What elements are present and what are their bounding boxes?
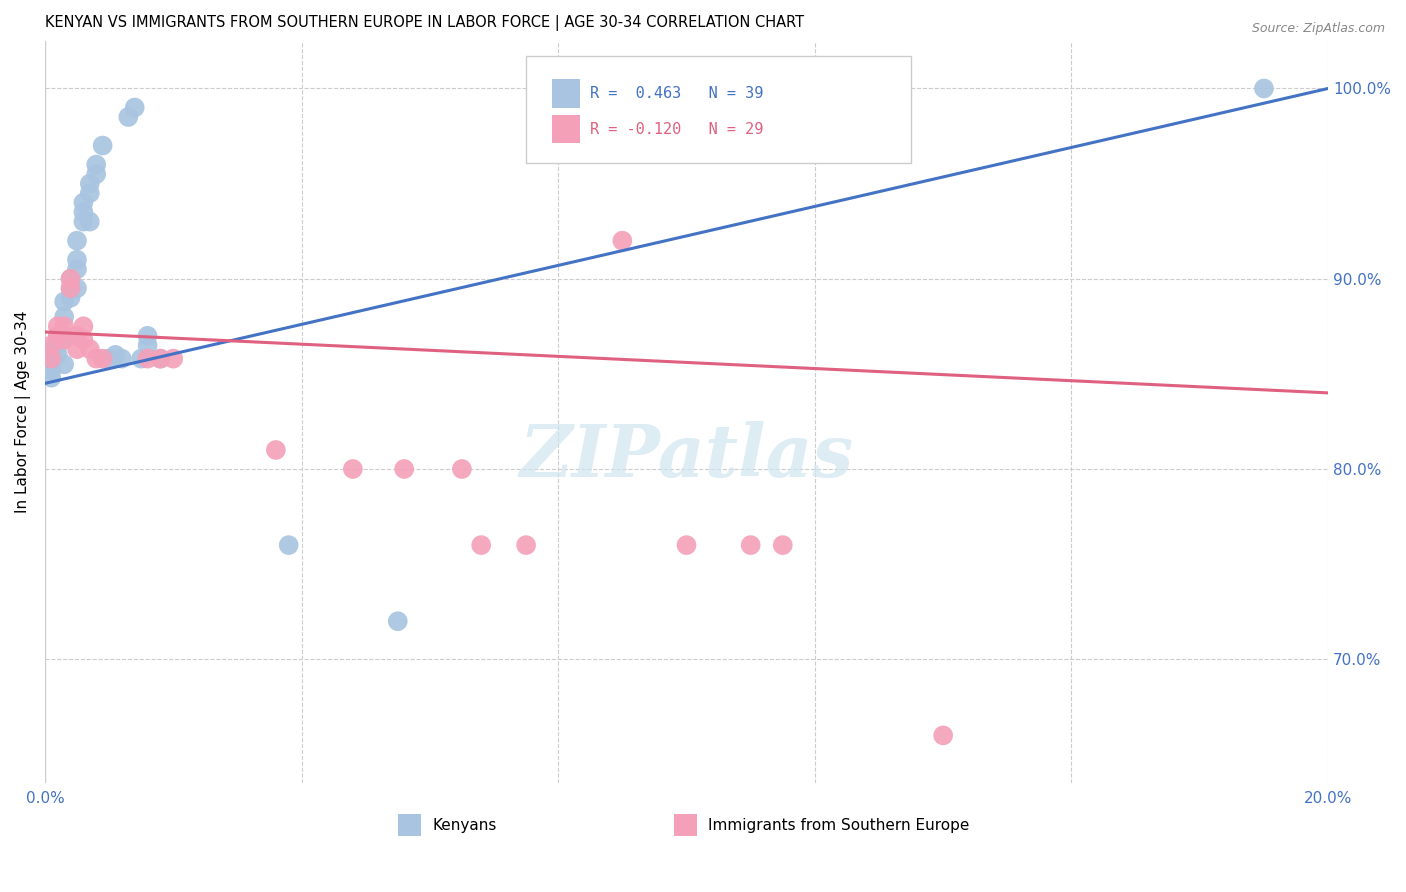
- Point: [39, 351, 62, 366]
- Point: [91, 351, 114, 366]
- Point: [740, 538, 762, 552]
- Text: R = -0.120   N = 29: R = -0.120 N = 29: [591, 122, 763, 137]
- FancyBboxPatch shape: [551, 115, 581, 144]
- Point: [79, 186, 101, 200]
- Point: [39, 338, 62, 352]
- FancyBboxPatch shape: [551, 79, 581, 108]
- Point: [1253, 81, 1275, 95]
- Point: [129, 351, 152, 366]
- Point: [59, 271, 82, 285]
- Point: [392, 462, 415, 476]
- Point: [66, 281, 89, 295]
- Point: [264, 442, 287, 457]
- Point: [53, 328, 76, 343]
- Point: [72, 205, 94, 219]
- Y-axis label: In Labor Force | Age 30-34: In Labor Force | Age 30-34: [15, 310, 31, 513]
- Point: [104, 348, 127, 362]
- Point: [72, 195, 94, 210]
- Point: [149, 351, 172, 366]
- Point: [79, 214, 101, 228]
- Text: ZIPatlas: ZIPatlas: [519, 421, 853, 492]
- Point: [932, 728, 955, 742]
- Point: [612, 234, 634, 248]
- Point: [59, 271, 82, 285]
- Point: [39, 363, 62, 377]
- Point: [59, 281, 82, 295]
- Point: [675, 538, 697, 552]
- Point: [72, 214, 94, 228]
- Point: [53, 319, 76, 334]
- Point: [98, 351, 121, 366]
- Point: [117, 110, 139, 124]
- Point: [53, 333, 76, 347]
- Text: Immigrants from Southern Europe: Immigrants from Southern Europe: [709, 819, 970, 833]
- Point: [136, 351, 159, 366]
- Point: [39, 351, 62, 366]
- Point: [79, 342, 101, 356]
- Text: Kenyans: Kenyans: [433, 819, 496, 833]
- Point: [342, 462, 364, 476]
- Point: [84, 157, 107, 171]
- Point: [46, 338, 69, 352]
- Point: [451, 462, 474, 476]
- Point: [39, 344, 62, 359]
- Text: KENYAN VS IMMIGRANTS FROM SOUTHERN EUROPE IN LABOR FORCE | AGE 30-34 CORRELATION: KENYAN VS IMMIGRANTS FROM SOUTHERN EUROP…: [45, 15, 804, 31]
- Point: [46, 328, 69, 343]
- Point: [111, 351, 134, 366]
- Point: [149, 351, 172, 366]
- Point: [53, 310, 76, 324]
- Point: [72, 333, 94, 347]
- Point: [39, 370, 62, 384]
- Point: [91, 138, 114, 153]
- FancyBboxPatch shape: [526, 55, 911, 163]
- Point: [772, 538, 794, 552]
- Point: [72, 319, 94, 334]
- Point: [53, 357, 76, 371]
- Point: [66, 252, 89, 267]
- Point: [124, 100, 146, 114]
- Point: [277, 538, 299, 552]
- Point: [66, 342, 89, 356]
- Point: [46, 319, 69, 334]
- Point: [66, 328, 89, 343]
- Point: [515, 538, 537, 552]
- Point: [46, 328, 69, 343]
- Point: [59, 281, 82, 295]
- Point: [387, 614, 409, 628]
- Point: [84, 167, 107, 181]
- Point: [470, 538, 492, 552]
- Text: Source: ZipAtlas.com: Source: ZipAtlas.com: [1251, 22, 1385, 36]
- Point: [59, 291, 82, 305]
- Point: [84, 351, 107, 366]
- Point: [136, 328, 159, 343]
- Point: [66, 262, 89, 277]
- Point: [53, 294, 76, 309]
- Text: R =  0.463   N = 39: R = 0.463 N = 39: [591, 86, 763, 101]
- Point: [136, 338, 159, 352]
- FancyBboxPatch shape: [673, 814, 697, 837]
- FancyBboxPatch shape: [398, 814, 420, 837]
- Point: [79, 177, 101, 191]
- Point: [66, 234, 89, 248]
- Point: [162, 351, 184, 366]
- Point: [46, 348, 69, 362]
